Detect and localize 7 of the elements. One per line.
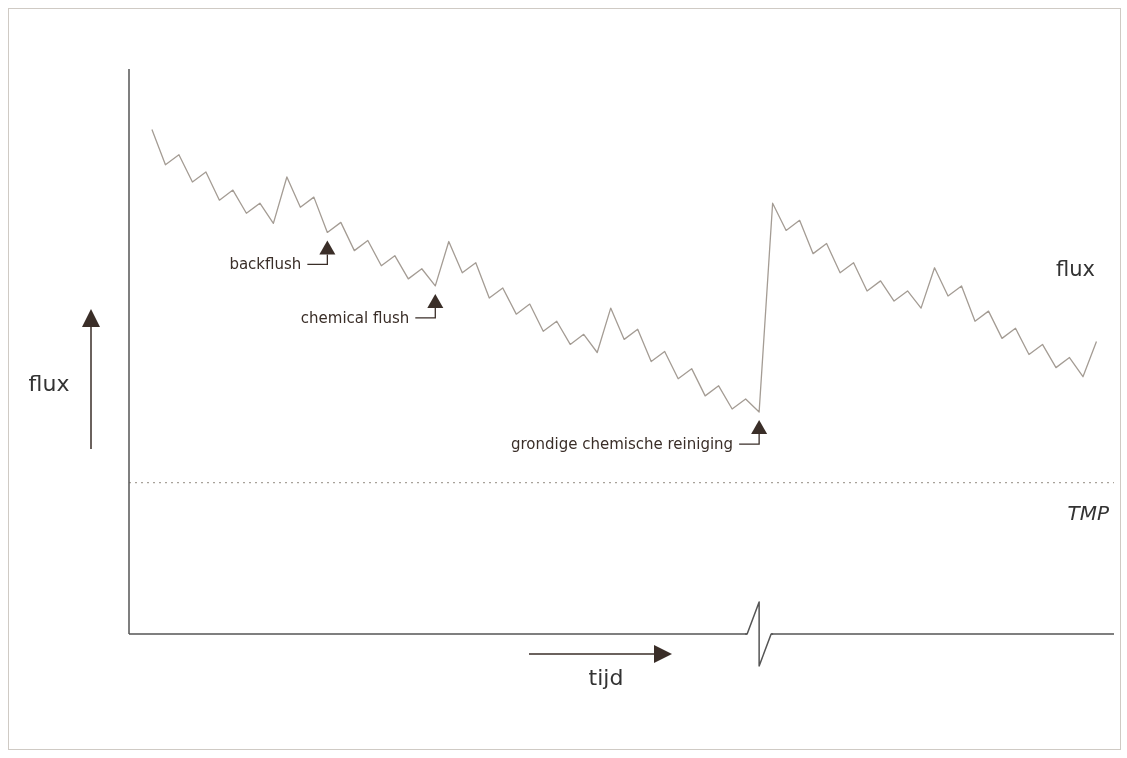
- annotation: backflush: [229, 255, 302, 274]
- annotation: chemical flush: [300, 308, 410, 327]
- x-axis-title: tijd: [588, 665, 624, 690]
- ref-line-label: TMP: [1067, 500, 1110, 525]
- annotation: grondige chemische reiniging: [510, 435, 734, 454]
- y-axis-title: flux: [28, 371, 70, 396]
- text: flux: [1056, 257, 1095, 282]
